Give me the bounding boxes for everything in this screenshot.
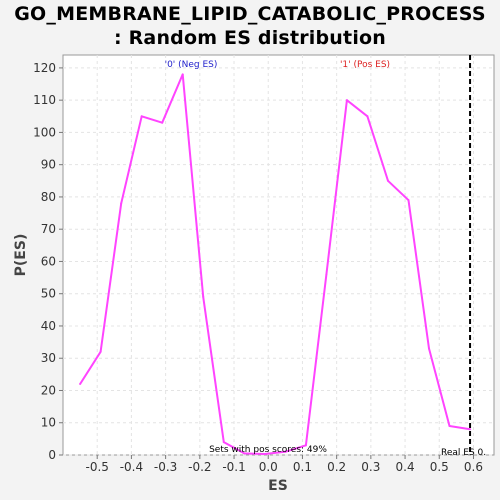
data-point: [161, 121, 164, 124]
series-line-0: [79, 73, 471, 455]
data-point: [386, 179, 389, 182]
data-point: [284, 450, 287, 453]
plot-area: [62, 54, 495, 456]
chart-title-line-1: GO_MEMBRANE_LIPID_CATABOLIC_PROCESS: [14, 3, 486, 25]
x-tick-label: 0.5: [430, 460, 449, 474]
x-tick-label: -0.5: [85, 460, 108, 474]
x-tick-label: 0.1: [293, 460, 312, 474]
pos-es-label: '1' (Pos ES): [340, 60, 390, 70]
x-tick-label: 0.2: [327, 460, 346, 474]
x-tick-label: -0.2: [188, 460, 211, 474]
data-point: [345, 99, 348, 102]
axes: -0.5 -0.4 -0.3 -0.2 -0.1 0.0 0.1 0.2 0.3 0.4 0.5 0.…: [33, 61, 483, 474]
y-axis-title: P(ES): [13, 234, 29, 277]
pos-scores-text: Sets with pos scores: 49%: [209, 445, 327, 455]
y-tick-label: 0: [48, 448, 56, 462]
x-tick-label: -0.1: [222, 460, 245, 474]
x-axis-title: ES: [268, 478, 288, 494]
x-tick-label: -0.4: [120, 460, 143, 474]
series-lines: [79, 55, 472, 456]
x-tick-label: 0.0: [259, 460, 278, 474]
data-point: [181, 73, 184, 76]
data-point: [366, 115, 369, 118]
y-tick-label: 70: [41, 222, 56, 236]
data-point: [99, 350, 102, 353]
data-point: [120, 202, 123, 205]
data-point: [243, 452, 246, 455]
data-point: [428, 347, 431, 350]
y-tick-label: 40: [41, 319, 56, 333]
data-point: [79, 383, 82, 386]
y-tick-label: 110: [33, 93, 56, 107]
x-tick-label: 0.6: [464, 460, 483, 474]
chart-title-line-2: : Random ES distribution: [113, 27, 387, 49]
y-tick-label: 30: [41, 351, 56, 365]
y-tick-label: 90: [41, 158, 56, 172]
x-tick-label: -0.3: [154, 460, 177, 474]
annotations: '0' (Neg ES) '1' (Pos ES) Sets with pos …: [165, 60, 487, 458]
grid-lines: [63, 55, 494, 456]
y-tick-label: 100: [33, 125, 56, 139]
data-point: [202, 295, 205, 298]
chart-title: GO_MEMBRANE_LIPID_CATABOLIC_PROCESS : Ra…: [0, 2, 500, 50]
y-tick-label: 120: [33, 61, 56, 75]
neg-es-label: '0' (Neg ES): [165, 60, 218, 70]
y-tick-label: 10: [41, 416, 56, 430]
data-point: [263, 453, 266, 456]
data-point: [304, 444, 307, 447]
data-point: [222, 441, 225, 444]
y-tick-label: 20: [41, 383, 56, 397]
y-tick-label: 60: [41, 254, 56, 268]
y-tick-label: 80: [41, 190, 56, 204]
x-tick-label: 0.4: [396, 460, 415, 474]
data-point: [407, 199, 410, 202]
data-point: [469, 428, 472, 431]
real-es-label: Real ES 0.: [441, 448, 486, 458]
y-tick-label: 50: [41, 287, 56, 301]
data-point: [448, 424, 451, 427]
data-point: [325, 273, 328, 276]
data-point: [140, 115, 143, 118]
x-tick-label: 0.3: [361, 460, 380, 474]
